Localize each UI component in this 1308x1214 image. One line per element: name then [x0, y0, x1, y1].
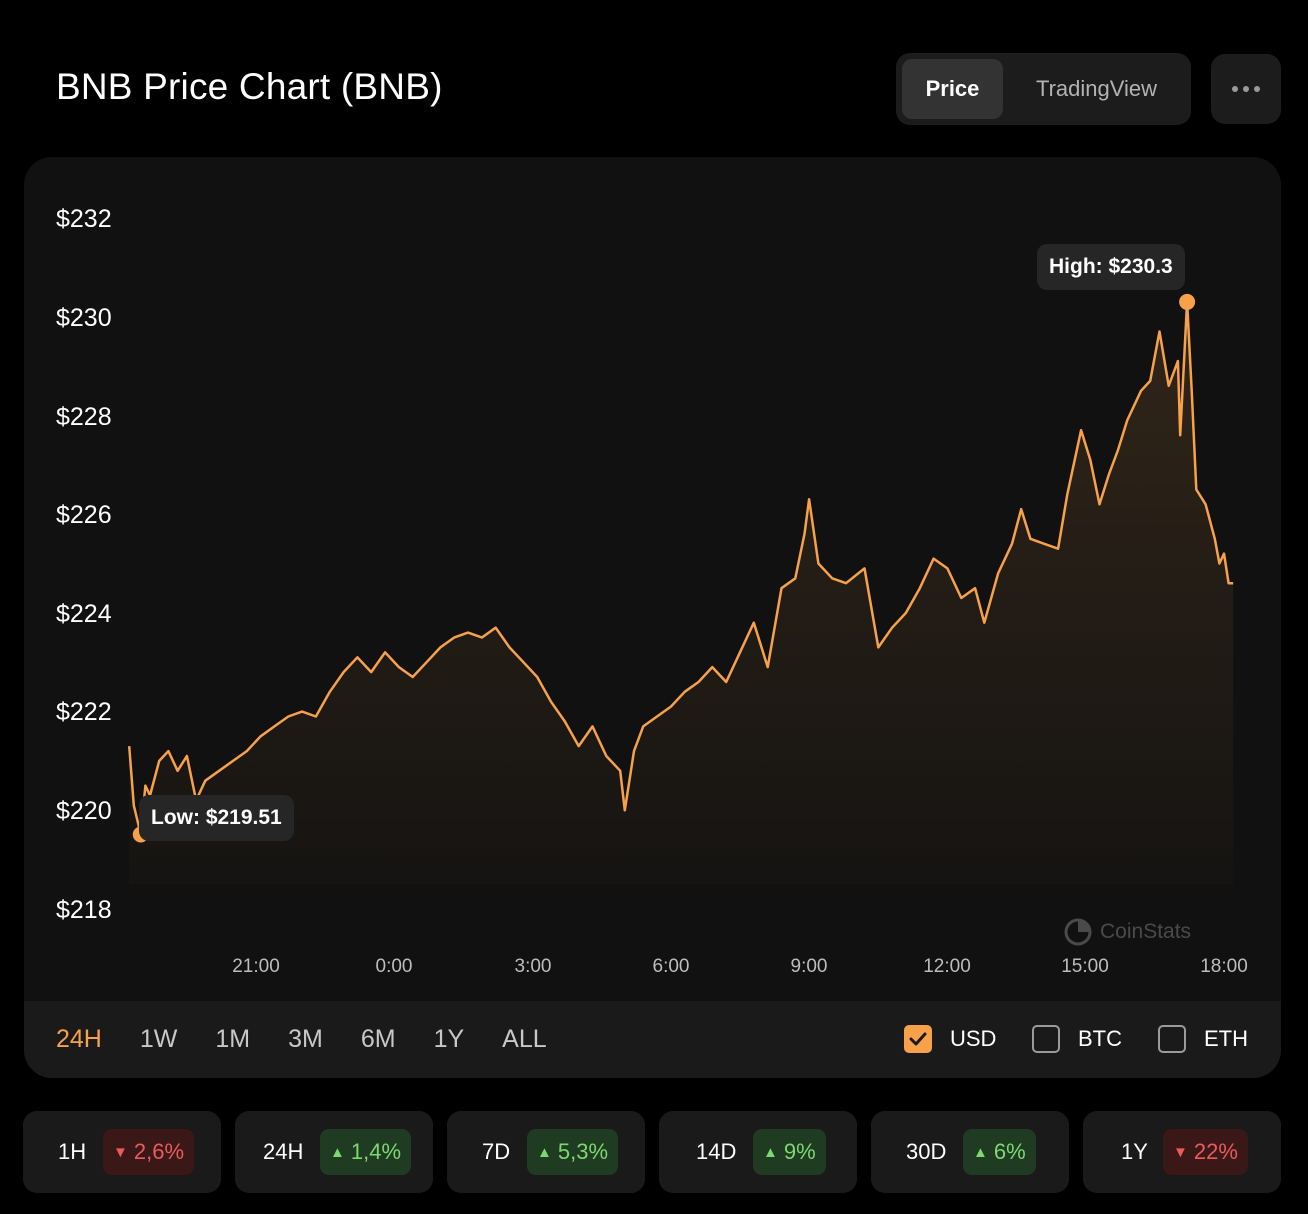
x-tick-label: 21:00 [232, 956, 280, 977]
x-tick-label: 18:00 [1200, 956, 1248, 977]
range-1w[interactable]: 1W [139, 1025, 178, 1053]
change-badge: ▲ 5,3% [527, 1129, 619, 1175]
more-dots-icon [1232, 86, 1238, 92]
tab-tradingview[interactable]: TradingView [1035, 76, 1158, 101]
range-1m[interactable]: 1M [215, 1025, 251, 1053]
high-tooltip: High: $230.3 [1037, 244, 1185, 290]
x-tick-label: 6:00 [652, 956, 690, 977]
stat-card-7d: 7D ▲ 5,3% [447, 1111, 645, 1193]
range-6m[interactable]: 6M [360, 1025, 396, 1053]
currency-btc[interactable]: BTC [1032, 1025, 1122, 1053]
y-tick-label: $218 [56, 896, 112, 924]
time-range-selector: 24H 1W 1M 3M 6M 1Y ALL [56, 1025, 585, 1054]
change-badge: ▲ 9% [753, 1129, 826, 1175]
change-badge: ▲ 1,4% [320, 1129, 412, 1175]
currency-usd[interactable]: USD [904, 1025, 996, 1053]
x-tick-label: 3:00 [514, 956, 552, 977]
range-24h[interactable]: 24H [56, 1025, 102, 1053]
y-tick-label: $230 [56, 304, 112, 332]
btc-checkbox[interactable] [1032, 1025, 1060, 1053]
stat-card-30d: 30D ▲ 6% [871, 1111, 1069, 1193]
price-series-line [127, 300, 1234, 836]
tab-price[interactable]: Price [902, 59, 1003, 119]
range-1y[interactable]: 1Y [433, 1025, 465, 1053]
change-badge: ▲ 6% [963, 1129, 1036, 1175]
price-chart-card: $232 $230 $228 $226 $224 $222 $220 $218 … [24, 157, 1281, 1078]
eth-checkbox[interactable] [1158, 1025, 1186, 1053]
y-tick-label: $228 [56, 403, 112, 431]
y-tick-label: $222 [56, 698, 112, 726]
x-tick-label: 9:00 [790, 956, 828, 977]
arrow-up-icon: ▲ [537, 1143, 552, 1161]
range-3m[interactable]: 3M [288, 1025, 323, 1053]
page-title: BNB Price Chart (BNB) [56, 66, 443, 107]
checkmark-icon [909, 1032, 927, 1046]
arrow-down-icon: ▼ [113, 1143, 128, 1161]
more-options-button[interactable] [1211, 54, 1281, 124]
arrow-up-icon: ▲ [763, 1143, 778, 1161]
arrow-down-icon: ▼ [1173, 1143, 1188, 1161]
change-badge: ▼ 2,6% [103, 1129, 195, 1175]
coinstats-watermark: CoinStats [1064, 918, 1191, 946]
range-all[interactable]: ALL [502, 1025, 547, 1053]
arrow-up-icon: ▲ [973, 1143, 988, 1161]
arrow-up-icon: ▲ [330, 1143, 345, 1161]
stat-card-14d: 14D ▲ 9% [659, 1111, 857, 1193]
change-badge: ▼ 22% [1163, 1129, 1248, 1175]
y-tick-label: $224 [56, 600, 112, 628]
currency-eth[interactable]: ETH [1158, 1025, 1248, 1053]
high-marker[interactable] [1179, 293, 1196, 310]
stat-card-24h: 24H ▲ 1,4% [235, 1111, 433, 1193]
x-tick-label: 15:00 [1061, 956, 1109, 977]
coinstats-logo-icon [1064, 918, 1092, 946]
chart-controls-bar [24, 1001, 1281, 1078]
view-toggle: Price TradingView [896, 53, 1191, 125]
y-tick-label: $226 [56, 501, 112, 529]
low-tooltip: Low: $219.51 [139, 795, 294, 841]
x-tick-label: 12:00 [923, 956, 971, 977]
x-tick-label: 0:00 [375, 956, 413, 977]
y-tick-label: $232 [56, 205, 112, 233]
stat-card-1h: 1H ▼ 2,6% [23, 1111, 221, 1193]
y-tick-label: $220 [56, 797, 112, 825]
price-area-fill [129, 301, 1234, 884]
stat-card-1y: 1Y ▼ 22% [1083, 1111, 1281, 1193]
usd-checkbox[interactable] [904, 1025, 932, 1053]
